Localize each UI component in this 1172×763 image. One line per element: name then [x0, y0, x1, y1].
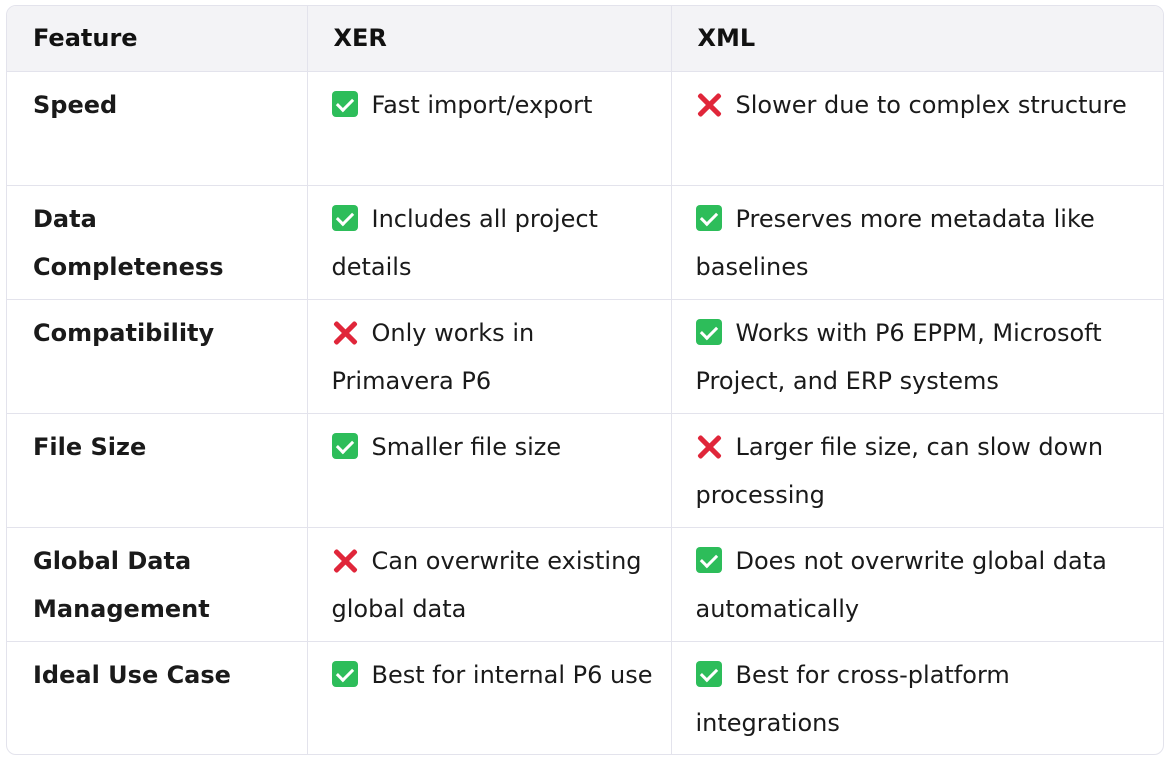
table-row: Speed Fast import/export Slower due to c… — [7, 71, 1163, 185]
xml-cell: Best for cross-platform integrations — [670, 640, 1163, 754]
xer-cell: Best for internal P6 use — [306, 640, 671, 754]
xer-cell: Includes all project details — [306, 184, 671, 299]
xer-text: Smaller file size — [371, 432, 562, 461]
xml-cell: Larger file size, can slow down processi… — [670, 412, 1163, 527]
xer-cell: Smaller file size — [306, 412, 671, 527]
comparison-table: Feature XER XML Speed Fast import/export… — [7, 6, 1163, 754]
header-xml: XML — [670, 6, 1163, 72]
cross-icon — [332, 319, 358, 345]
feature-cell: Ideal Use Case — [7, 640, 307, 754]
check-icon — [695, 204, 722, 231]
xer-text: Includes all project details — [331, 204, 598, 281]
xml-text: Slower due to complex structure — [735, 90, 1127, 119]
xml-text: Preserves more metadata like baselines — [695, 204, 1095, 281]
xml-cell: Does not overwrite global data automatic… — [670, 526, 1163, 641]
feature-cell: Compatibility — [7, 298, 307, 413]
feature-cell: Global Data Management — [7, 526, 307, 641]
table-row: Compatibility Only works in Primavera P6… — [7, 298, 1163, 413]
feature-cell: Data Completeness — [7, 184, 307, 299]
xml-cell: Slower due to complex structure — [670, 71, 1163, 185]
xer-text: Can overwrite existing global data — [331, 546, 642, 623]
feature-cell: File Size — [7, 412, 307, 527]
check-icon — [331, 432, 358, 459]
xer-cell: Fast import/export — [306, 71, 671, 185]
xer-text: Only works in Primavera P6 — [331, 318, 535, 395]
table-row: Global Data Management Can overwrite exi… — [7, 526, 1163, 641]
table-header-row: Feature XER XML — [7, 6, 1163, 72]
cross-icon — [696, 91, 722, 117]
check-icon — [331, 660, 358, 687]
xer-text: Best for internal P6 use — [371, 660, 653, 689]
cross-icon — [696, 433, 722, 459]
check-icon — [331, 90, 358, 117]
xer-text: Fast import/export — [371, 90, 593, 119]
comparison-table-container: Feature XER XML Speed Fast import/export… — [6, 5, 1164, 755]
table-row: File Size Smaller file size Larger file … — [7, 412, 1163, 527]
xml-text: Does not overwrite global data automatic… — [695, 546, 1107, 623]
xer-cell: Only works in Primavera P6 — [306, 298, 671, 413]
check-icon — [695, 318, 722, 345]
header-feature: Feature — [7, 6, 307, 72]
check-icon — [695, 546, 722, 573]
check-icon — [695, 660, 722, 687]
check-icon — [331, 204, 358, 231]
xml-text: Best for cross-platform integrations — [695, 660, 1010, 737]
header-xer: XER — [306, 6, 671, 72]
cross-icon — [332, 547, 358, 573]
xml-text: Works with P6 EPPM, Microsoft Project, a… — [695, 318, 1102, 395]
xml-text: Larger file size, can slow down processi… — [695, 432, 1104, 509]
xml-cell: Works with P6 EPPM, Microsoft Project, a… — [670, 298, 1163, 413]
table-row: Ideal Use Case Best for internal P6 use … — [7, 640, 1163, 754]
feature-cell: Speed — [33, 90, 118, 119]
xer-cell: Can overwrite existing global data — [306, 526, 671, 641]
xml-cell: Preserves more metadata like baselines — [670, 184, 1163, 299]
table-row: Data Completeness Includes all project d… — [7, 184, 1163, 299]
